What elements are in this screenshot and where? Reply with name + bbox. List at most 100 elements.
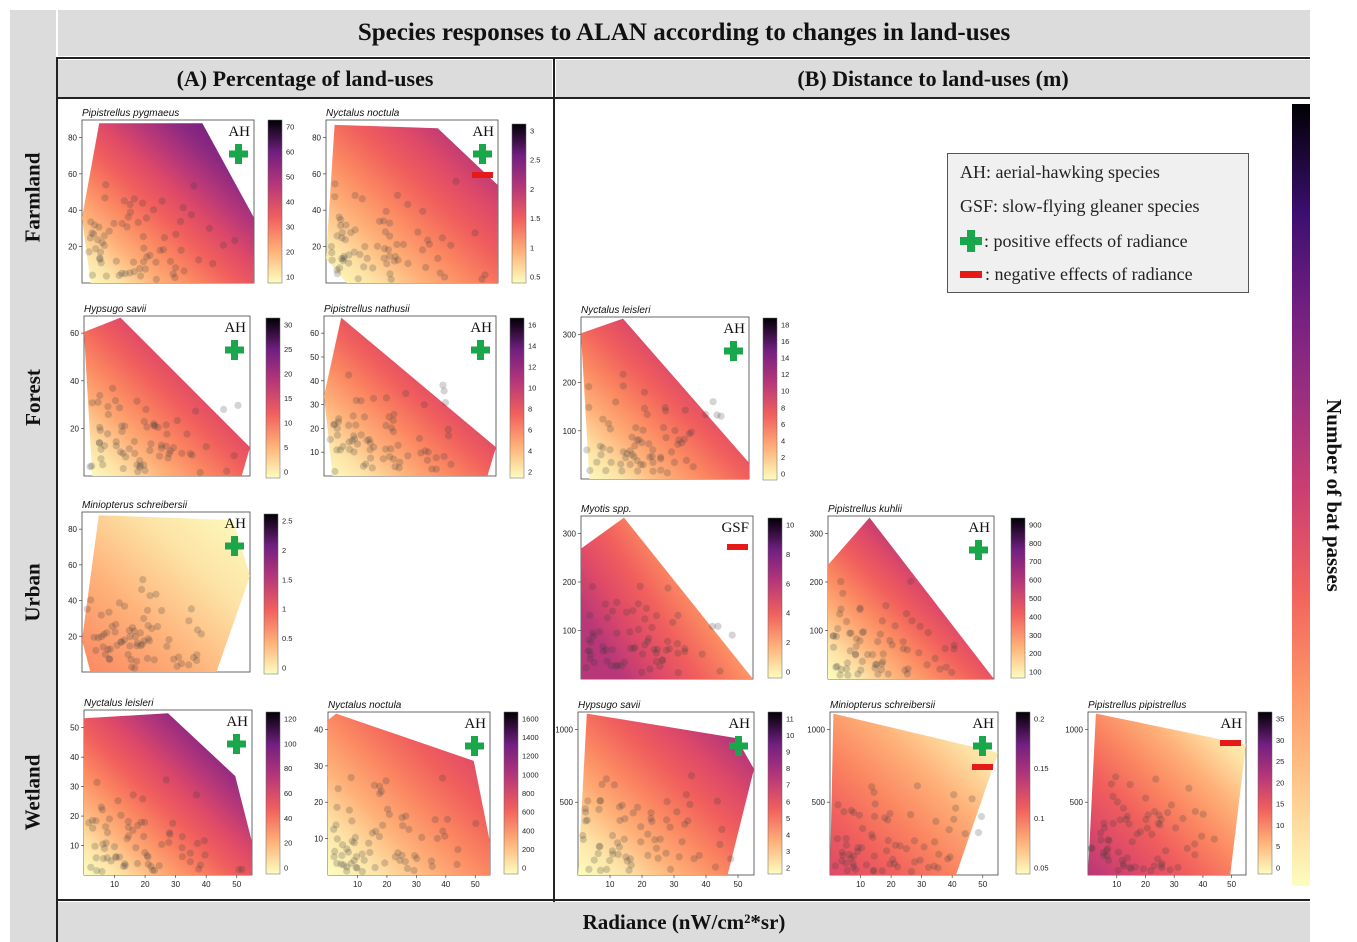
observation-point [727,855,735,863]
observation-point [587,651,595,659]
observation-point [100,232,108,240]
observation-point [657,466,665,474]
observation-point [193,651,201,659]
observation-point [130,195,138,203]
observation-point [871,812,879,821]
observation-point [623,857,631,865]
observation-point [99,461,107,469]
y-tick-label: 30 [310,401,319,410]
guild-label: AH [224,516,246,532]
observation-point [662,434,670,442]
observation-point [716,840,724,849]
observation-point [94,634,102,642]
observation-point [371,864,379,872]
observation-point [129,791,137,799]
observation-point [118,427,126,435]
observation-point [633,436,641,444]
y-tick-label: 30 [70,783,79,792]
observation-point [695,851,703,860]
observation-point [618,467,626,475]
observation-point [662,407,670,415]
observation-point [884,836,892,845]
observation-point [133,397,141,405]
observation-point [837,578,845,586]
observation-point [112,620,120,629]
observation-point [585,636,593,644]
colorbar-tick-label: 20 [1276,778,1284,787]
observation-point [121,270,129,278]
x-tick-label: 40 [202,880,211,889]
observation-point [607,662,616,670]
observation-point [202,443,210,451]
observation-point [379,455,387,463]
observation-point [833,662,841,671]
observation-point [150,656,158,664]
observation-point [104,829,112,837]
observation-point [829,632,837,640]
observation-point [343,863,351,871]
observation-point [1104,836,1112,844]
observation-point [183,430,191,438]
panel-pipistrellus-kuhlii: Pipistrellus kuhlii 100 200 300 100 200 300 400… [810,504,1042,680]
observation-point [644,851,652,860]
guild-label: GSF [721,520,749,536]
observation-point [590,856,598,864]
observation-point [104,645,112,654]
prediction-surface [830,713,998,875]
observation-point [152,590,160,598]
observation-point [138,585,146,594]
observation-point [131,664,139,672]
observation-point [599,647,607,655]
observation-point [616,816,624,825]
observation-point [589,629,597,637]
observation-point [641,615,649,623]
observation-point [855,811,864,819]
observation-point [134,468,142,476]
observation-point [610,781,619,789]
observation-point [631,643,639,651]
observation-point [126,200,134,209]
observation-point [95,439,104,447]
observation-point [356,250,364,259]
observation-point [166,257,175,265]
observation-point [331,180,339,188]
colorbar-tick-label: 200 [522,845,535,854]
observation-point [844,671,852,679]
observation-point [1127,865,1135,873]
observation-point [873,660,881,668]
observation-point [596,842,604,851]
observation-point [389,416,397,424]
observation-point [871,800,879,808]
observation-point [136,462,145,470]
colorbar-tick-label: 25 [284,345,292,354]
observation-point [394,256,402,264]
observation-point [602,775,611,783]
observation-point [858,629,867,637]
observation-point [97,803,105,811]
x-tick-label: 40 [441,880,450,889]
observation-point [90,230,98,238]
observation-point [616,803,624,811]
observation-point [104,410,112,419]
positive-effect-icon-bar [465,742,484,750]
y-tick-label: 10 [314,835,323,844]
observation-point [99,643,107,651]
observation-point [1157,861,1165,870]
species-name: Pipistrellus nathusii [324,304,410,315]
observation-point [369,394,378,402]
observation-point [840,808,848,816]
observation-point [852,642,860,651]
observation-point [882,602,890,610]
observation-point [157,441,165,449]
observation-point [97,259,105,267]
colorbar-tick-label: 10 [528,383,536,392]
x-tick-label: 40 [702,880,711,889]
colorbar-tick-label: 1200 [522,752,539,761]
observation-point [441,832,449,840]
observation-point [612,662,620,670]
observation-point [136,272,145,280]
observation-point [713,797,721,805]
colorbar-tick-label: 2 [781,453,785,462]
observation-point [893,863,902,871]
observation-point [348,437,356,445]
